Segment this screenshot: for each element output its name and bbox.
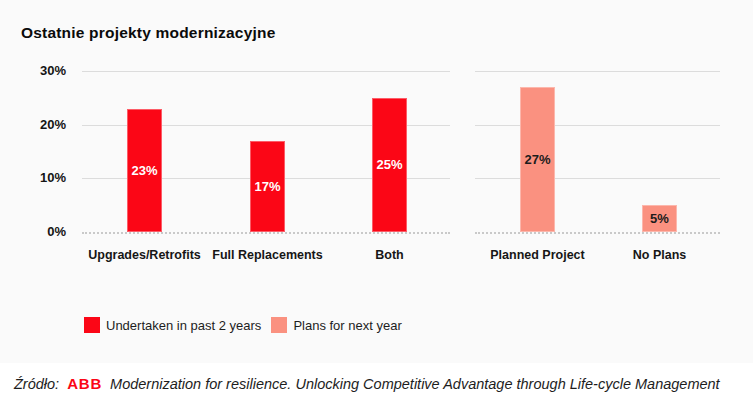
- gridline: [475, 125, 720, 126]
- legend-swatch-red: [84, 317, 100, 333]
- category-label: No Plans: [633, 248, 687, 262]
- y-axis-tick: 20%: [0, 117, 66, 133]
- legend-label: Undertaken in past 2 years: [106, 318, 264, 333]
- legend: Undertaken in past 2 years Plans for nex…: [84, 317, 405, 333]
- gridline: [475, 71, 720, 72]
- source-prefix: Źródło:: [14, 376, 59, 392]
- y-axis-tick: 30%: [0, 63, 66, 79]
- bar: 5%: [642, 205, 677, 232]
- y-axis-tick: 0%: [0, 224, 66, 240]
- chart-panel: 27%Planned Project5%No Plans: [475, 71, 720, 234]
- y-axis-tick: 10%: [0, 170, 66, 186]
- legend-label: Plans for next year: [293, 318, 404, 333]
- legend-item-past-2-years: Undertaken in past 2 years: [84, 317, 264, 333]
- category-label: Full Replacements: [212, 248, 322, 262]
- chart-card: Ostatnie projekty modernizacyjne 30% 20% 1…: [0, 0, 753, 409]
- category-label: Upgrades/Retrofits: [88, 248, 201, 262]
- bar: 23%: [127, 109, 162, 232]
- bar-value-label: 27%: [524, 152, 550, 167]
- bar-value-label: 25%: [376, 157, 402, 172]
- source-text: Modernization for resilience. Unlocking …: [110, 376, 720, 392]
- legend-item-next-year: Plans for next year: [271, 317, 404, 333]
- category-label: Planned Project: [490, 248, 584, 262]
- source-line: Źródło: ABB Modernization for resilience…: [14, 375, 720, 392]
- bar-value-label: 23%: [131, 163, 157, 178]
- bar: 27%: [520, 87, 555, 232]
- chart-panel: 23%Upgrades/Retrofits17%Full Replacement…: [82, 71, 450, 234]
- legend-swatch-salmon: [271, 317, 287, 333]
- abb-logo: ABB: [67, 375, 102, 392]
- bar: 25%: [372, 98, 407, 232]
- gridline: [475, 178, 720, 179]
- category-label: Both: [375, 248, 403, 262]
- source-footer: Źródło: ABB Modernization for resilience…: [0, 363, 753, 409]
- chart-title: Ostatnie projekty modernizacyjne: [21, 24, 275, 42]
- bar-value-label: 17%: [254, 179, 280, 194]
- gridline: [82, 71, 450, 72]
- bar-value-label: 5%: [650, 211, 669, 226]
- bar: 17%: [250, 141, 285, 232]
